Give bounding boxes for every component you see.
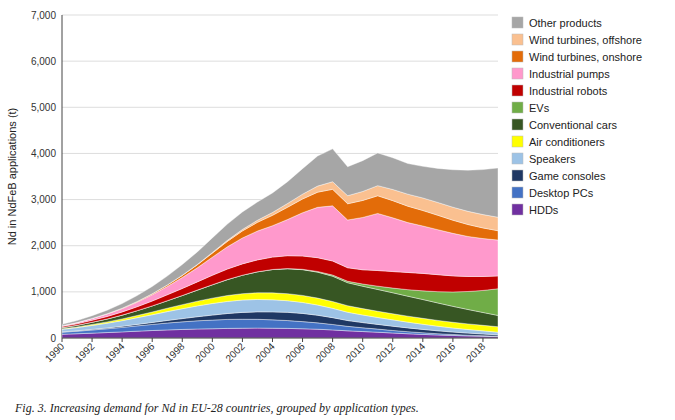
x-tick — [362, 338, 363, 342]
legend-label: EVs — [529, 102, 550, 114]
legend-swatch — [512, 68, 523, 79]
chart: 0 1,000 2,000 3,000 4,000 5,000 6,000 7,000 1990… — [0, 0, 675, 420]
legend-label: Desktop PCs — [529, 187, 594, 199]
x-tick-label: 2000 — [193, 340, 217, 364]
grid-line — [62, 338, 498, 339]
caption: Fig. 3. Increasing demand for Nd in EU-2… — [14, 401, 419, 415]
legend-label: Air conditioners — [529, 136, 605, 148]
x-axis-line — [62, 338, 498, 339]
legend-swatch — [512, 119, 523, 130]
x-tick-label: 2006 — [283, 340, 307, 364]
legend: Other products Wind turbines, offshore Win… — [512, 17, 642, 216]
y-tick-label: 5,000 — [31, 102, 56, 113]
x-tick-label: 2018 — [464, 340, 488, 364]
grid-line — [62, 153, 498, 154]
x-tick-label: 2012 — [374, 340, 398, 364]
y-tick-label: 7,000 — [31, 10, 56, 21]
x-tick — [212, 338, 213, 342]
x-tick — [92, 338, 93, 342]
legend-label: Industrial robots — [529, 85, 608, 97]
grid-line — [62, 61, 498, 62]
legend-label: Wind turbines, offshore — [529, 34, 642, 46]
x-axis: 199019921994199619982000200220042006 2008… — [43, 338, 498, 364]
grid-line — [62, 15, 498, 16]
grid-line — [62, 107, 498, 108]
y-axis: 0 1,000 2,000 3,000 4,000 5,000 6,000 7,000 — [31, 10, 62, 344]
x-tick — [152, 338, 153, 342]
x-tick-label: 1996 — [133, 340, 157, 364]
x-tick — [482, 338, 483, 342]
y-axis-label: Nd in NdFeB applications (t) — [6, 108, 18, 246]
x-tick — [302, 338, 303, 342]
y-axis-line — [62, 15, 63, 338]
y-tick-label: 3,000 — [31, 194, 56, 205]
legend-swatch — [512, 153, 523, 164]
grid — [62, 15, 498, 338]
legend-label: Speakers — [529, 153, 576, 165]
legend-swatch — [512, 102, 523, 113]
x-tick — [422, 338, 423, 342]
legend-swatch — [512, 34, 523, 45]
x-tick-label: 1990 — [43, 340, 67, 364]
legend-swatch — [512, 187, 523, 198]
x-tick-label: 2014 — [404, 340, 428, 364]
areas — [62, 149, 498, 338]
legend-label: Industrial pumps — [529, 68, 610, 80]
x-tick — [242, 338, 243, 342]
legend-swatch — [512, 85, 523, 96]
x-tick-label: 2016 — [434, 340, 458, 364]
x-tick — [452, 338, 453, 342]
x-tick-label: 1998 — [163, 340, 187, 364]
legend-label: Game consoles — [529, 170, 606, 182]
x-tick — [272, 338, 273, 342]
area — [62, 149, 498, 326]
legend-swatch — [512, 136, 523, 147]
legend-swatch — [512, 17, 523, 28]
x-tick — [122, 338, 123, 342]
y-tick-label: 2,000 — [31, 240, 56, 251]
legend-label: Wind turbines, onshore — [529, 51, 642, 63]
y-tick-label: 4,000 — [31, 148, 56, 159]
y-tick-label: 0 — [50, 333, 56, 344]
y-tick-label: 1,000 — [31, 286, 56, 297]
legend-label: HDDs — [529, 204, 559, 216]
x-tick-label: 1994 — [103, 340, 127, 364]
x-tick-label: 1992 — [73, 340, 97, 364]
legend-swatch — [512, 170, 523, 181]
x-tick — [332, 338, 333, 342]
y-tick-label: 6,000 — [31, 56, 56, 67]
legend-label: Other products — [529, 17, 602, 29]
x-tick — [182, 338, 183, 342]
x-tick-label: 2004 — [253, 340, 277, 364]
legend-swatch — [512, 204, 523, 215]
legend-label: Conventional cars — [529, 119, 618, 131]
x-tick-label: 2002 — [223, 340, 247, 364]
legend-swatch — [512, 51, 523, 62]
x-tick-label: 2010 — [344, 340, 368, 364]
x-tick-label: 2008 — [314, 340, 338, 364]
x-tick — [62, 338, 63, 342]
x-tick — [392, 338, 393, 342]
